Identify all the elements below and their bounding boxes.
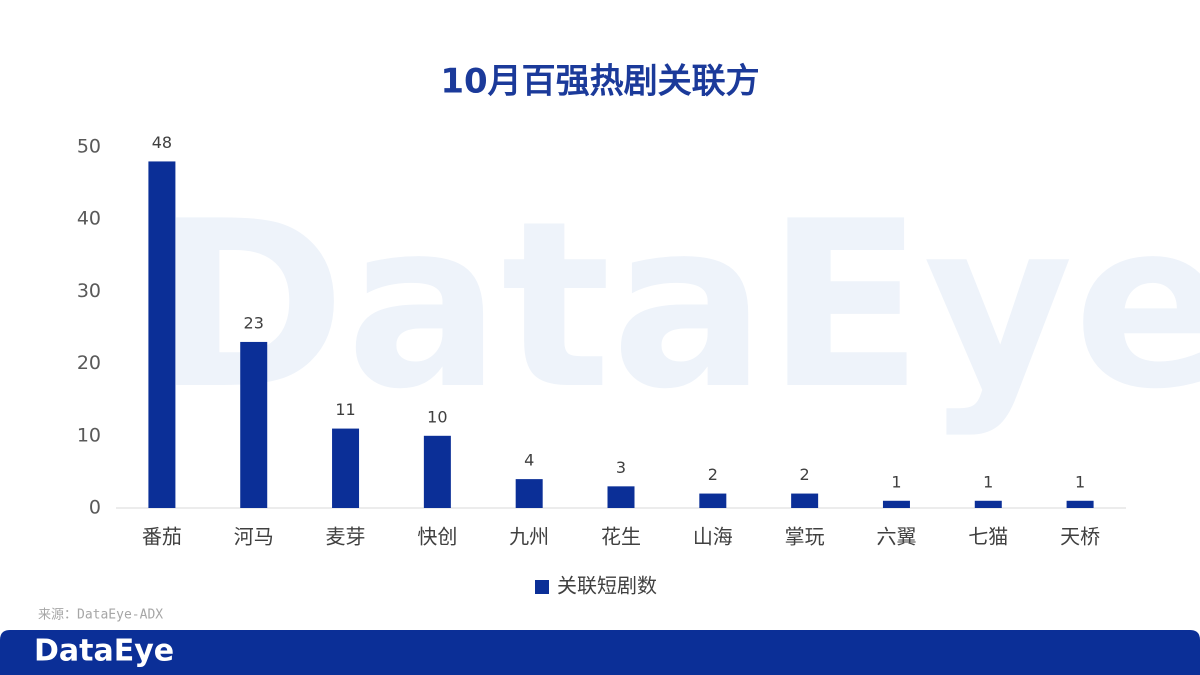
y-tick-label: 40 — [77, 208, 101, 230]
x-tick-label: 麦芽 — [326, 525, 366, 549]
bar — [515, 479, 543, 508]
y-tick-label: 50 — [77, 136, 101, 158]
bar — [240, 341, 268, 508]
data-label: 1 — [891, 472, 901, 491]
legend-label: 关联短剧数 — [557, 574, 657, 598]
bar — [974, 500, 1002, 508]
data-label: 4 — [524, 451, 534, 470]
x-tick-label: 番茄 — [142, 525, 182, 549]
y-tick-label: 20 — [77, 352, 101, 374]
bar — [1066, 500, 1094, 508]
data-label: 2 — [708, 465, 718, 484]
x-tick-label: 九州 — [509, 525, 549, 549]
y-tick-label: 10 — [77, 424, 101, 446]
legend-swatch — [535, 580, 549, 594]
x-tick-label: 河马 — [234, 525, 274, 549]
y-tick-label: 30 — [77, 280, 101, 302]
data-label: 48 — [152, 133, 172, 152]
x-tick-label: 掌玩 — [785, 525, 825, 549]
bar — [423, 435, 451, 508]
bar — [882, 500, 910, 508]
source-note: 来源：DataEye-ADX — [38, 608, 163, 623]
x-tick-label: 七猫 — [968, 525, 1008, 549]
bar — [607, 486, 635, 508]
x-tick-label: 山海 — [693, 525, 733, 549]
data-label: 1 — [983, 472, 993, 491]
data-label: 1 — [1075, 472, 1085, 491]
bar — [791, 493, 819, 508]
x-tick-label: 花生 — [601, 525, 641, 549]
data-label: 23 — [244, 313, 264, 332]
bar — [148, 161, 176, 508]
bar — [699, 493, 727, 508]
data-label: 11 — [335, 400, 355, 419]
data-label: 2 — [800, 465, 810, 484]
bar — [332, 428, 360, 508]
footer-logo: DataEye — [34, 634, 174, 669]
x-tick-label: 六翼 — [876, 525, 916, 549]
x-tick-label: 快创 — [417, 525, 457, 549]
watermark: DataEye — [155, 173, 1200, 440]
y-tick-label: 0 — [89, 497, 101, 519]
chart-title: 10月百强热剧关联方 — [440, 62, 759, 102]
data-label: 3 — [616, 458, 626, 477]
data-label: 10 — [427, 407, 447, 426]
x-tick-label: 天桥 — [1060, 525, 1100, 549]
footer-bar — [0, 630, 1200, 675]
